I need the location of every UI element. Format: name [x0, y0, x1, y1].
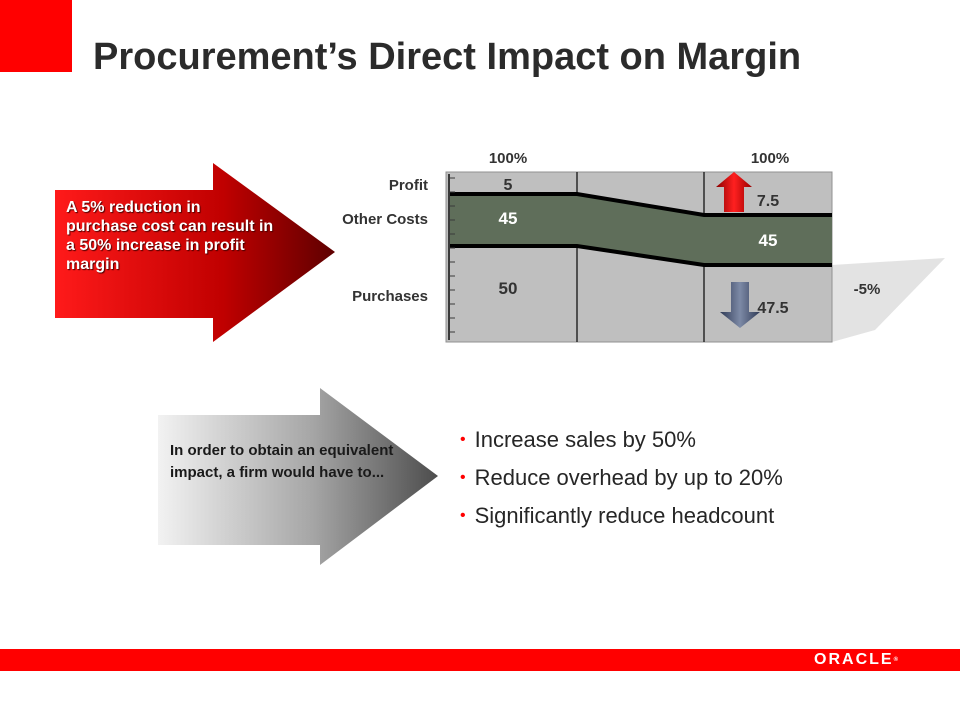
value-before-profit: 5	[504, 177, 513, 194]
purchases-boundary-line	[449, 244, 832, 267]
column-label-before: 100%	[489, 150, 527, 167]
other-costs-band	[449, 194, 832, 265]
slide-title: Procurement’s Direct Impact on Margin	[93, 36, 802, 78]
axis-ticks	[449, 177, 455, 333]
footer-bar	[0, 649, 960, 671]
bullet-item: • Reduce overhead by up to 20%	[460, 464, 783, 502]
value-after-profit: 7.5	[757, 193, 779, 210]
value-before-purchases: 50	[499, 279, 518, 298]
bullet-text: Increase sales by 50%	[474, 427, 696, 452]
bullet-text: Significantly reduce headcount	[474, 503, 775, 528]
oracle-logo: ORACLE®	[814, 651, 898, 669]
grey-callout-text: In order to obtain an equivalent impact,…	[170, 442, 394, 481]
column-label-after: 100%	[751, 150, 789, 167]
row-label-purchases: Purchases	[352, 288, 428, 305]
bullet-text: Reduce overhead by up to 20%	[474, 465, 783, 490]
red-callout-text: A 5% reduction in purchase cost can resu…	[66, 199, 274, 273]
row-label-profit: Profit	[389, 177, 428, 194]
grey-callout-arrow	[158, 388, 438, 565]
red-callout-arrow	[55, 163, 335, 342]
bullet-item: • Significantly reduce headcount	[460, 502, 783, 540]
trademark-mark: ®	[893, 657, 898, 663]
bullet-dot-icon: •	[460, 469, 466, 486]
logo-text: ORACLE	[814, 651, 894, 668]
profit-boundary-line	[449, 192, 832, 217]
row-label-other-costs: Other Costs	[342, 211, 428, 228]
bullet-dot-icon: •	[460, 507, 466, 524]
value-after-purchases: 47.5	[757, 300, 788, 317]
bullet-list: • Increase sales by 50% • Reduce overhead …	[460, 426, 783, 540]
change-label: -5%	[854, 281, 881, 298]
value-before-other-costs: 45	[499, 209, 518, 228]
reduction-wedge	[832, 258, 945, 342]
corner-accent-block	[0, 0, 72, 72]
value-after-other-costs: 45	[759, 231, 778, 250]
arrow-down-icon	[720, 282, 760, 328]
bullet-item: • Increase sales by 50%	[460, 426, 783, 464]
arrow-up-icon	[716, 172, 752, 212]
bullet-dot-icon: •	[460, 431, 466, 448]
